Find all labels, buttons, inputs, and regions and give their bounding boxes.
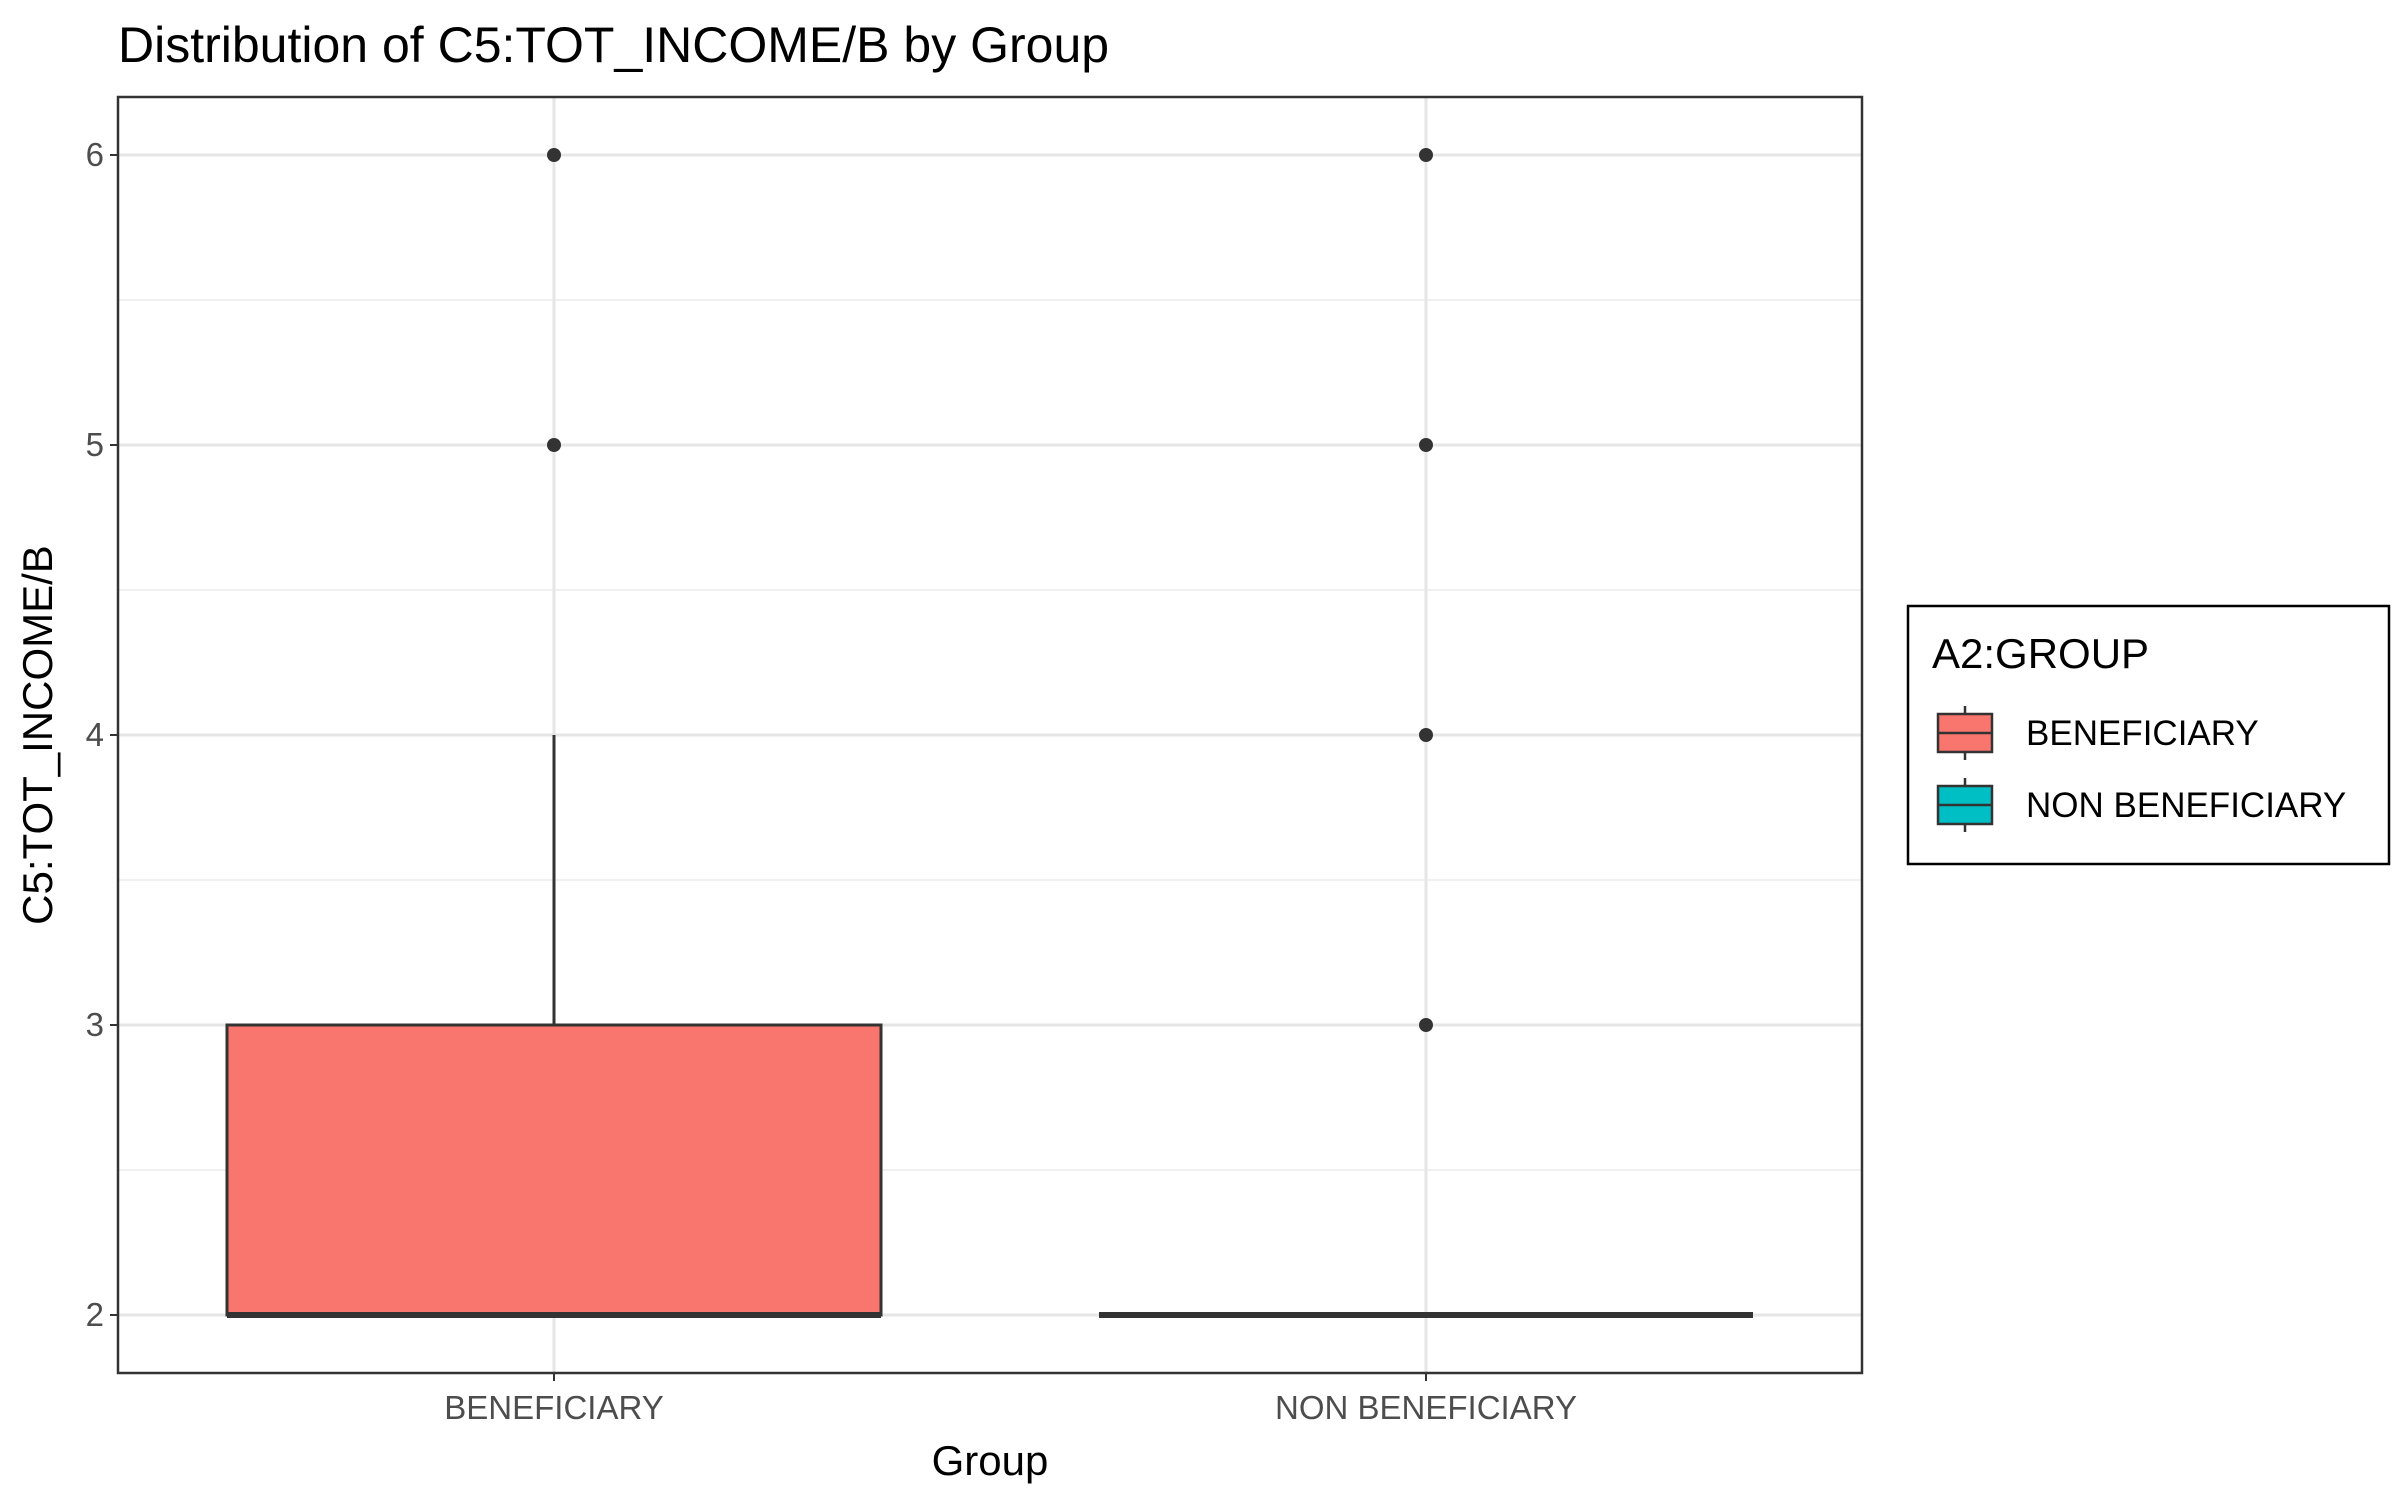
chart-title: Distribution of C5:TOT_INCOME/B by Group bbox=[118, 17, 1109, 73]
y-tick-label: 3 bbox=[86, 1006, 104, 1043]
outlier-point bbox=[1419, 148, 1433, 162]
minor-gridlines bbox=[118, 299, 1862, 1171]
legend: A2:GROUP BENEFICIARY NON BENEFICIARY bbox=[1906, 604, 2391, 866]
boxes bbox=[225, 735, 1753, 1318]
y-axis-title: C5:TOT_INCOME/B bbox=[14, 545, 61, 925]
box-beneficiary bbox=[225, 735, 883, 1318]
legend-title: A2:GROUP bbox=[1932, 630, 2149, 677]
x-tick-label: NON BENEFICIARY bbox=[1275, 1389, 1577, 1426]
y-axis: 2 3 4 5 6 bbox=[86, 136, 118, 1333]
x-axis: BENEFICIARY NON BENEFICIARY bbox=[444, 1373, 1577, 1426]
y-tick-label: 2 bbox=[86, 1296, 104, 1333]
y-tick-label: 6 bbox=[86, 136, 104, 173]
legend-item-beneficiary: BENEFICIARY bbox=[1936, 706, 2259, 760]
outlier-point bbox=[1419, 438, 1433, 452]
legend-label: BENEFICIARY bbox=[2026, 714, 2259, 753]
legend-label: NON BENEFICIARY bbox=[2026, 786, 2346, 825]
outlier-points bbox=[547, 148, 1433, 1032]
outlier-point bbox=[1419, 728, 1433, 742]
y-tick-label: 5 bbox=[86, 426, 104, 463]
x-tick-label: BENEFICIARY bbox=[444, 1389, 663, 1426]
legend-entries: BENEFICIARY NON BENEFICIARY bbox=[1936, 706, 2346, 832]
outlier-point bbox=[547, 148, 561, 162]
outlier-point bbox=[547, 438, 561, 452]
y-tick-label: 4 bbox=[86, 716, 104, 753]
legend-item-non-beneficiary: NON BENEFICIARY bbox=[1936, 778, 2346, 832]
x-axis-title: Group bbox=[932, 1437, 1049, 1484]
outlier-point bbox=[1419, 1018, 1433, 1032]
box-iqr bbox=[225, 1023, 883, 1317]
